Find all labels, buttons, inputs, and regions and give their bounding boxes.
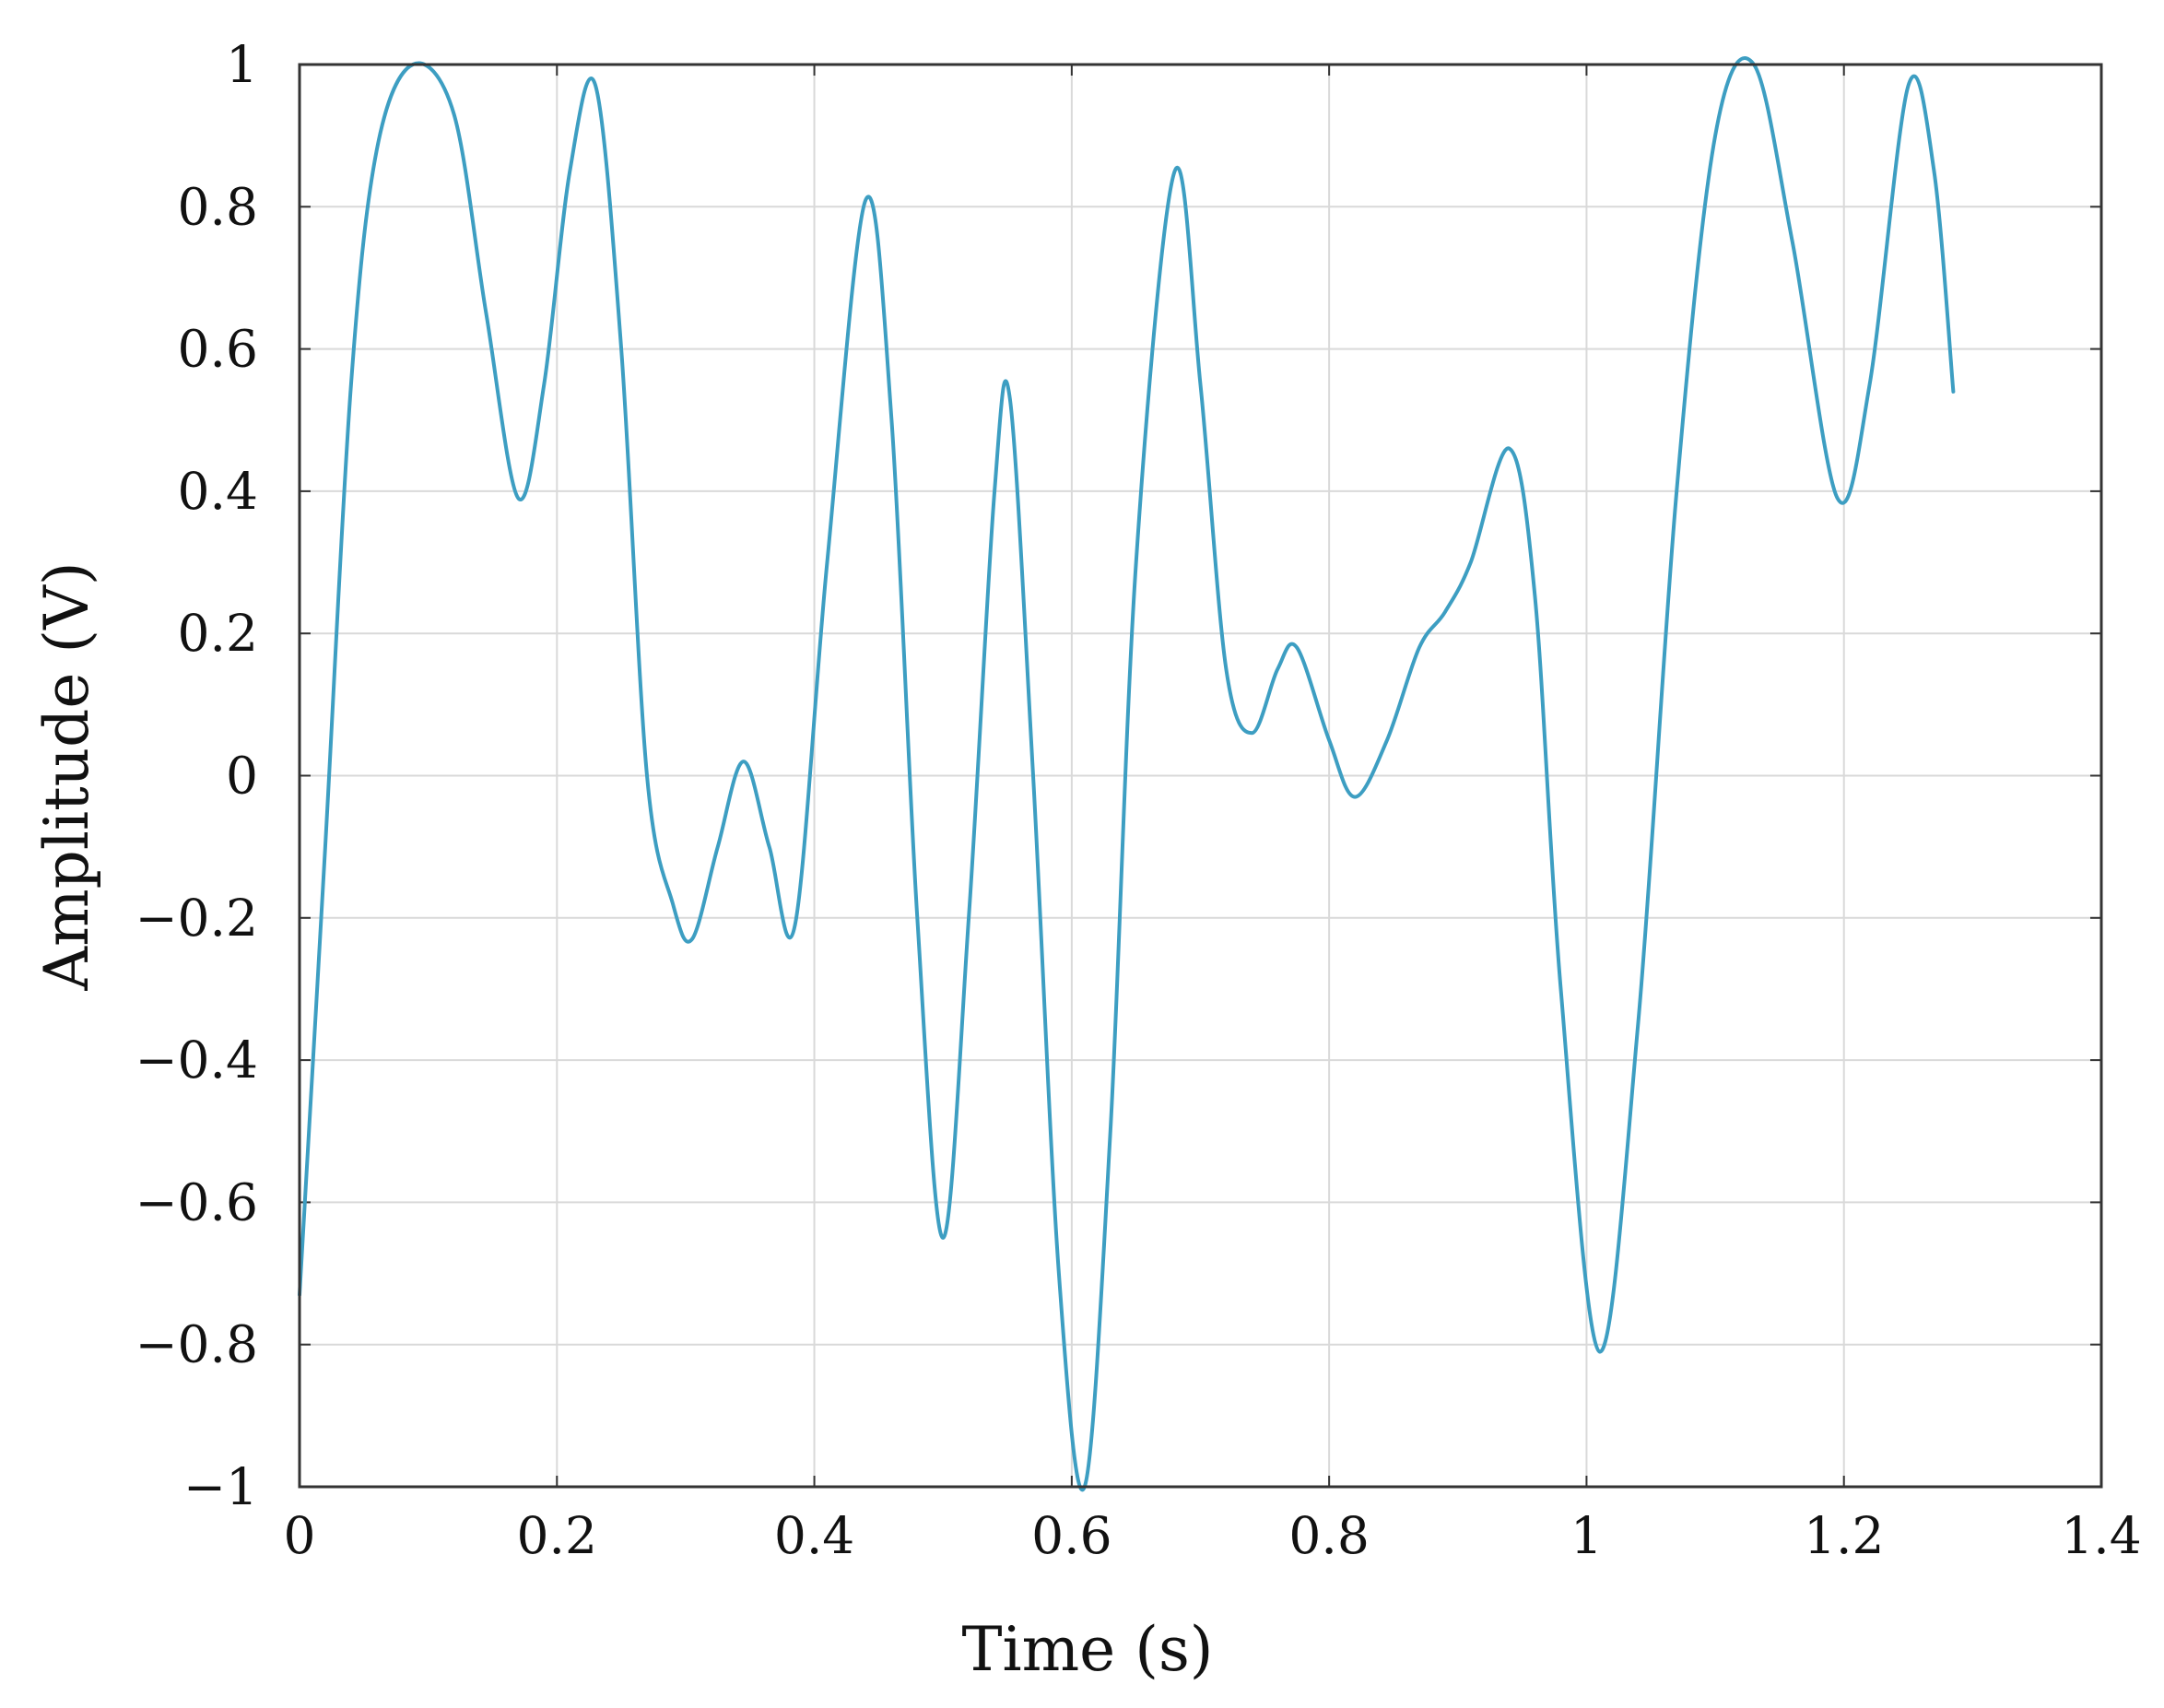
y-tick-label: 0.6 [178,320,258,379]
axes-frame [298,63,2103,1489]
y-tick-label: −0.6 [135,1172,258,1231]
x-axis-title: Time (s) [961,1614,1213,1685]
x-tick-labels: 0 0.2 0.4 0.6 0.8 1 1.2 1.4 [284,1506,2142,1565]
y-tick-label: 1 [226,35,258,94]
x-tick-label: 0.4 [774,1506,854,1565]
y-tick-label: 0.8 [178,177,258,236]
y-axis-title: Amplitude (V) [31,561,102,991]
x-tick-label: 0 [284,1506,316,1565]
y-tick-label: −0.2 [135,889,258,948]
y-tick-labels: 1 0.8 0.6 0.4 0.2 0 −0.2 −0.4 −0.6 −0.8 −1 [135,35,258,1516]
y-tick-label: −0.4 [135,1031,258,1090]
x-tick-label: 1.4 [2061,1506,2141,1565]
y-tick-label: 0.4 [178,462,258,521]
x-tick-label: 0.2 [517,1506,597,1565]
series-line [298,56,1956,1491]
y-tick-label: 0.2 [178,604,258,663]
x-tick-label: 1.2 [1804,1506,1884,1565]
y-tick-label: −1 [183,1457,258,1516]
x-tick-label: 1 [1570,1506,1603,1565]
x-tick-label: 0.6 [1031,1506,1111,1565]
y-tick-label: 0 [226,747,258,806]
x-tick-label: 0.8 [1288,1506,1369,1565]
y-tick-label: −0.8 [135,1315,258,1374]
